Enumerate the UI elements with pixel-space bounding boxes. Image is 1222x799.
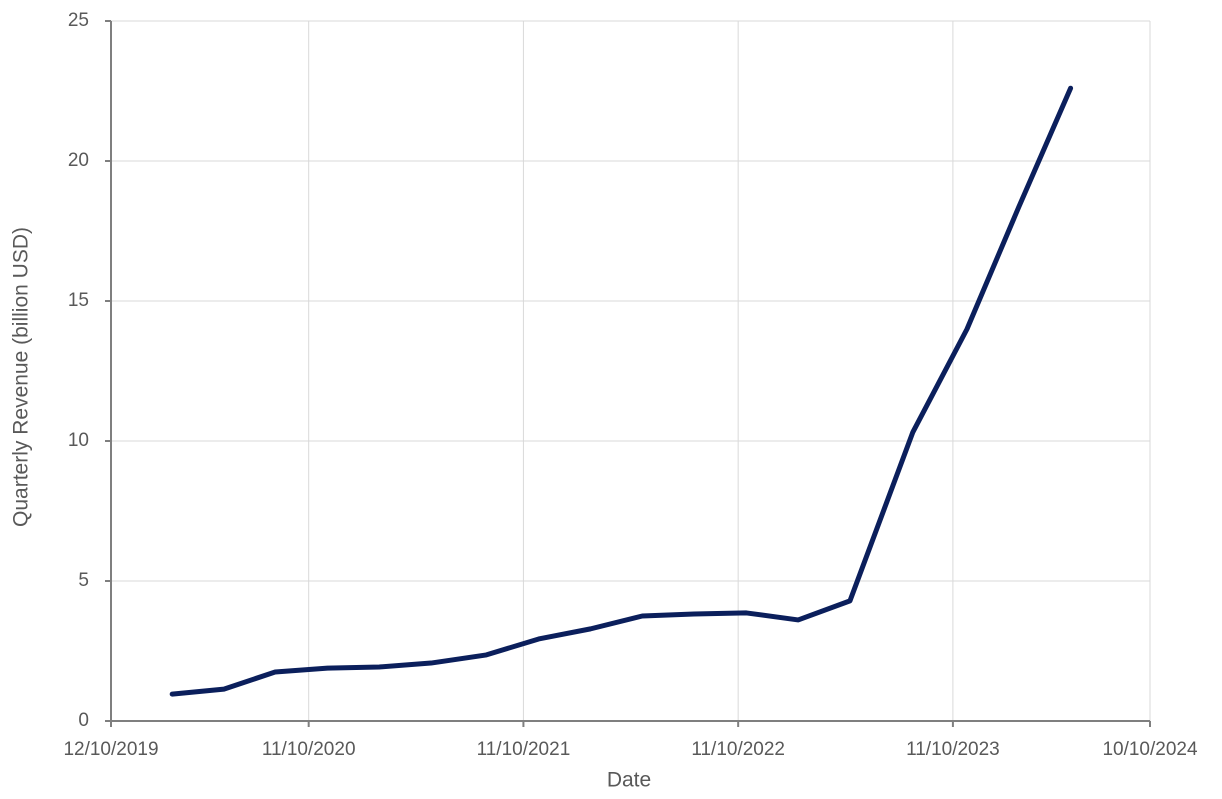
x-tick-label: 11/10/2023 <box>906 739 1000 760</box>
x-tick-label: 12/10/2019 <box>63 739 158 760</box>
y-tick-label: 15 <box>68 290 89 311</box>
x-axis-title: Date <box>607 769 651 792</box>
y-tick-label: 20 <box>68 150 89 171</box>
y-tick-label: 5 <box>78 570 89 591</box>
y-axis-title: Quarterly Revenue (billion USD) <box>10 227 33 527</box>
x-tick-label: 11/10/2022 <box>691 739 785 760</box>
y-tick-label: 25 <box>68 10 89 31</box>
x-tick-label: 11/10/2021 <box>477 739 571 760</box>
y-tick-label: 10 <box>68 430 89 451</box>
y-tick-label: 0 <box>78 710 89 731</box>
x-tick-label: 10/10/2024 <box>1102 739 1198 760</box>
line-series <box>169 85 1074 697</box>
x-tick-label: 11/10/2020 <box>262 739 356 760</box>
